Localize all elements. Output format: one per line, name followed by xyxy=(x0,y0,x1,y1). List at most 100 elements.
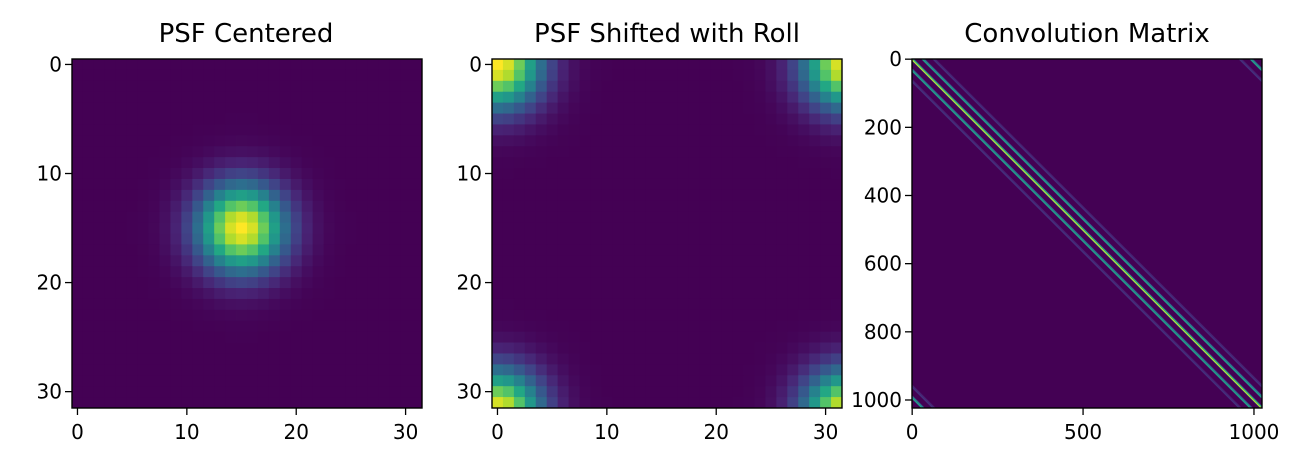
heatmap-cell xyxy=(492,211,504,223)
heatmap-cell xyxy=(268,266,281,278)
heatmap-cell xyxy=(645,397,657,409)
heatmap-cell xyxy=(170,342,182,354)
heatmap-cell xyxy=(159,113,171,125)
heatmap-cell xyxy=(378,80,390,93)
heatmap-cell xyxy=(776,309,788,322)
heatmap-cell xyxy=(492,309,504,322)
heatmap-cell xyxy=(257,80,270,93)
heatmap-cell xyxy=(279,288,292,300)
heatmap-cell xyxy=(148,91,160,104)
heatmap-cell xyxy=(776,102,788,114)
heatmap-cell xyxy=(513,178,526,191)
heatmap-cell xyxy=(225,222,237,234)
heatmap-cell xyxy=(257,298,270,311)
heatmap-cell xyxy=(732,168,744,180)
heatmap-cell xyxy=(688,331,701,343)
heatmap-cell xyxy=(247,255,259,267)
heatmap-cell xyxy=(389,168,401,180)
heatmap-cell xyxy=(181,102,193,114)
heatmap-cell xyxy=(400,69,412,82)
heatmap-cell xyxy=(389,386,401,398)
heatmap-cell xyxy=(411,178,423,191)
heatmap-cell xyxy=(411,102,423,114)
heatmap-cell xyxy=(492,397,504,409)
heatmap-cell xyxy=(93,397,106,409)
y-tick-label: 0 xyxy=(889,47,902,71)
heatmap-cell xyxy=(323,353,335,365)
heatmap-cell xyxy=(400,266,412,278)
heatmap-cell xyxy=(82,288,95,300)
heatmap-cell xyxy=(809,353,821,365)
heatmap-cell xyxy=(72,364,84,376)
heatmap-cell xyxy=(820,288,832,300)
heatmap-cell xyxy=(798,91,810,104)
heatmap-cell xyxy=(557,102,569,114)
heatmap-cell xyxy=(192,178,204,191)
heatmap-cell xyxy=(645,309,657,322)
heatmap-cell xyxy=(656,244,668,256)
heatmap-cell xyxy=(513,200,526,213)
heatmap-cell xyxy=(601,342,613,354)
heatmap-cell xyxy=(699,124,712,136)
heatmap-cell xyxy=(776,233,788,245)
heatmap-cell xyxy=(787,320,799,333)
heatmap-cell xyxy=(389,397,401,409)
heatmap-cell xyxy=(290,178,303,191)
heatmap-cell xyxy=(236,69,248,82)
heatmap-cell xyxy=(203,211,215,223)
heatmap-cell xyxy=(257,364,270,376)
heatmap-cell xyxy=(831,397,843,409)
heatmap-cell xyxy=(411,266,423,278)
heatmap-cell xyxy=(203,113,215,125)
heatmap-cell xyxy=(257,211,270,223)
heatmap-cell xyxy=(301,178,314,191)
heatmap-cell xyxy=(787,168,799,180)
heatmap-cell xyxy=(754,364,766,376)
heatmap-cell xyxy=(345,91,357,104)
heatmap-cell xyxy=(688,255,701,267)
heatmap-cell xyxy=(93,59,106,71)
heatmap-cell xyxy=(159,135,171,147)
heatmap-cell xyxy=(301,342,314,354)
heatmap-cell xyxy=(159,364,171,376)
heatmap-cell xyxy=(367,255,379,267)
heatmap-cell xyxy=(411,59,423,71)
heatmap-cell xyxy=(236,277,248,289)
heatmap-cell xyxy=(312,113,324,125)
heatmap-cell xyxy=(225,353,237,365)
heatmap-cell xyxy=(137,135,149,147)
heatmap-cell xyxy=(411,342,423,354)
heatmap-cell xyxy=(334,102,346,114)
heatmap-cell xyxy=(400,288,412,300)
heatmap-cell xyxy=(754,288,766,300)
heatmap-cell xyxy=(776,178,788,191)
heatmap-cell xyxy=(367,189,379,202)
heatmap-cell xyxy=(225,135,237,147)
heatmap-cell xyxy=(170,146,182,158)
heatmap-cell xyxy=(809,80,821,93)
heatmap-cell xyxy=(743,397,755,409)
heatmap-cell xyxy=(93,288,106,300)
heatmap-cell xyxy=(334,168,346,180)
heatmap-cell xyxy=(378,113,390,125)
heatmap-cell xyxy=(634,157,646,169)
heatmap-cell xyxy=(137,189,149,202)
heatmap-cell xyxy=(72,146,84,158)
heatmap-cell xyxy=(290,146,303,158)
heatmap-cell xyxy=(247,244,259,256)
heatmap-cell xyxy=(323,59,335,71)
heatmap-cell xyxy=(809,255,821,267)
heatmap-cell xyxy=(601,200,613,213)
heatmap-cell xyxy=(115,69,128,82)
heatmap-cell xyxy=(732,386,744,398)
heatmap-cell xyxy=(203,69,215,82)
heatmap-cell xyxy=(345,309,357,322)
heatmap-cell xyxy=(612,342,624,354)
heatmap-cell xyxy=(257,189,270,202)
heatmap-cell xyxy=(546,113,559,125)
heatmap-cell xyxy=(535,353,548,365)
heatmap-cell xyxy=(809,298,821,311)
heatmap-cell xyxy=(192,277,204,289)
heatmap-cell xyxy=(356,255,368,267)
